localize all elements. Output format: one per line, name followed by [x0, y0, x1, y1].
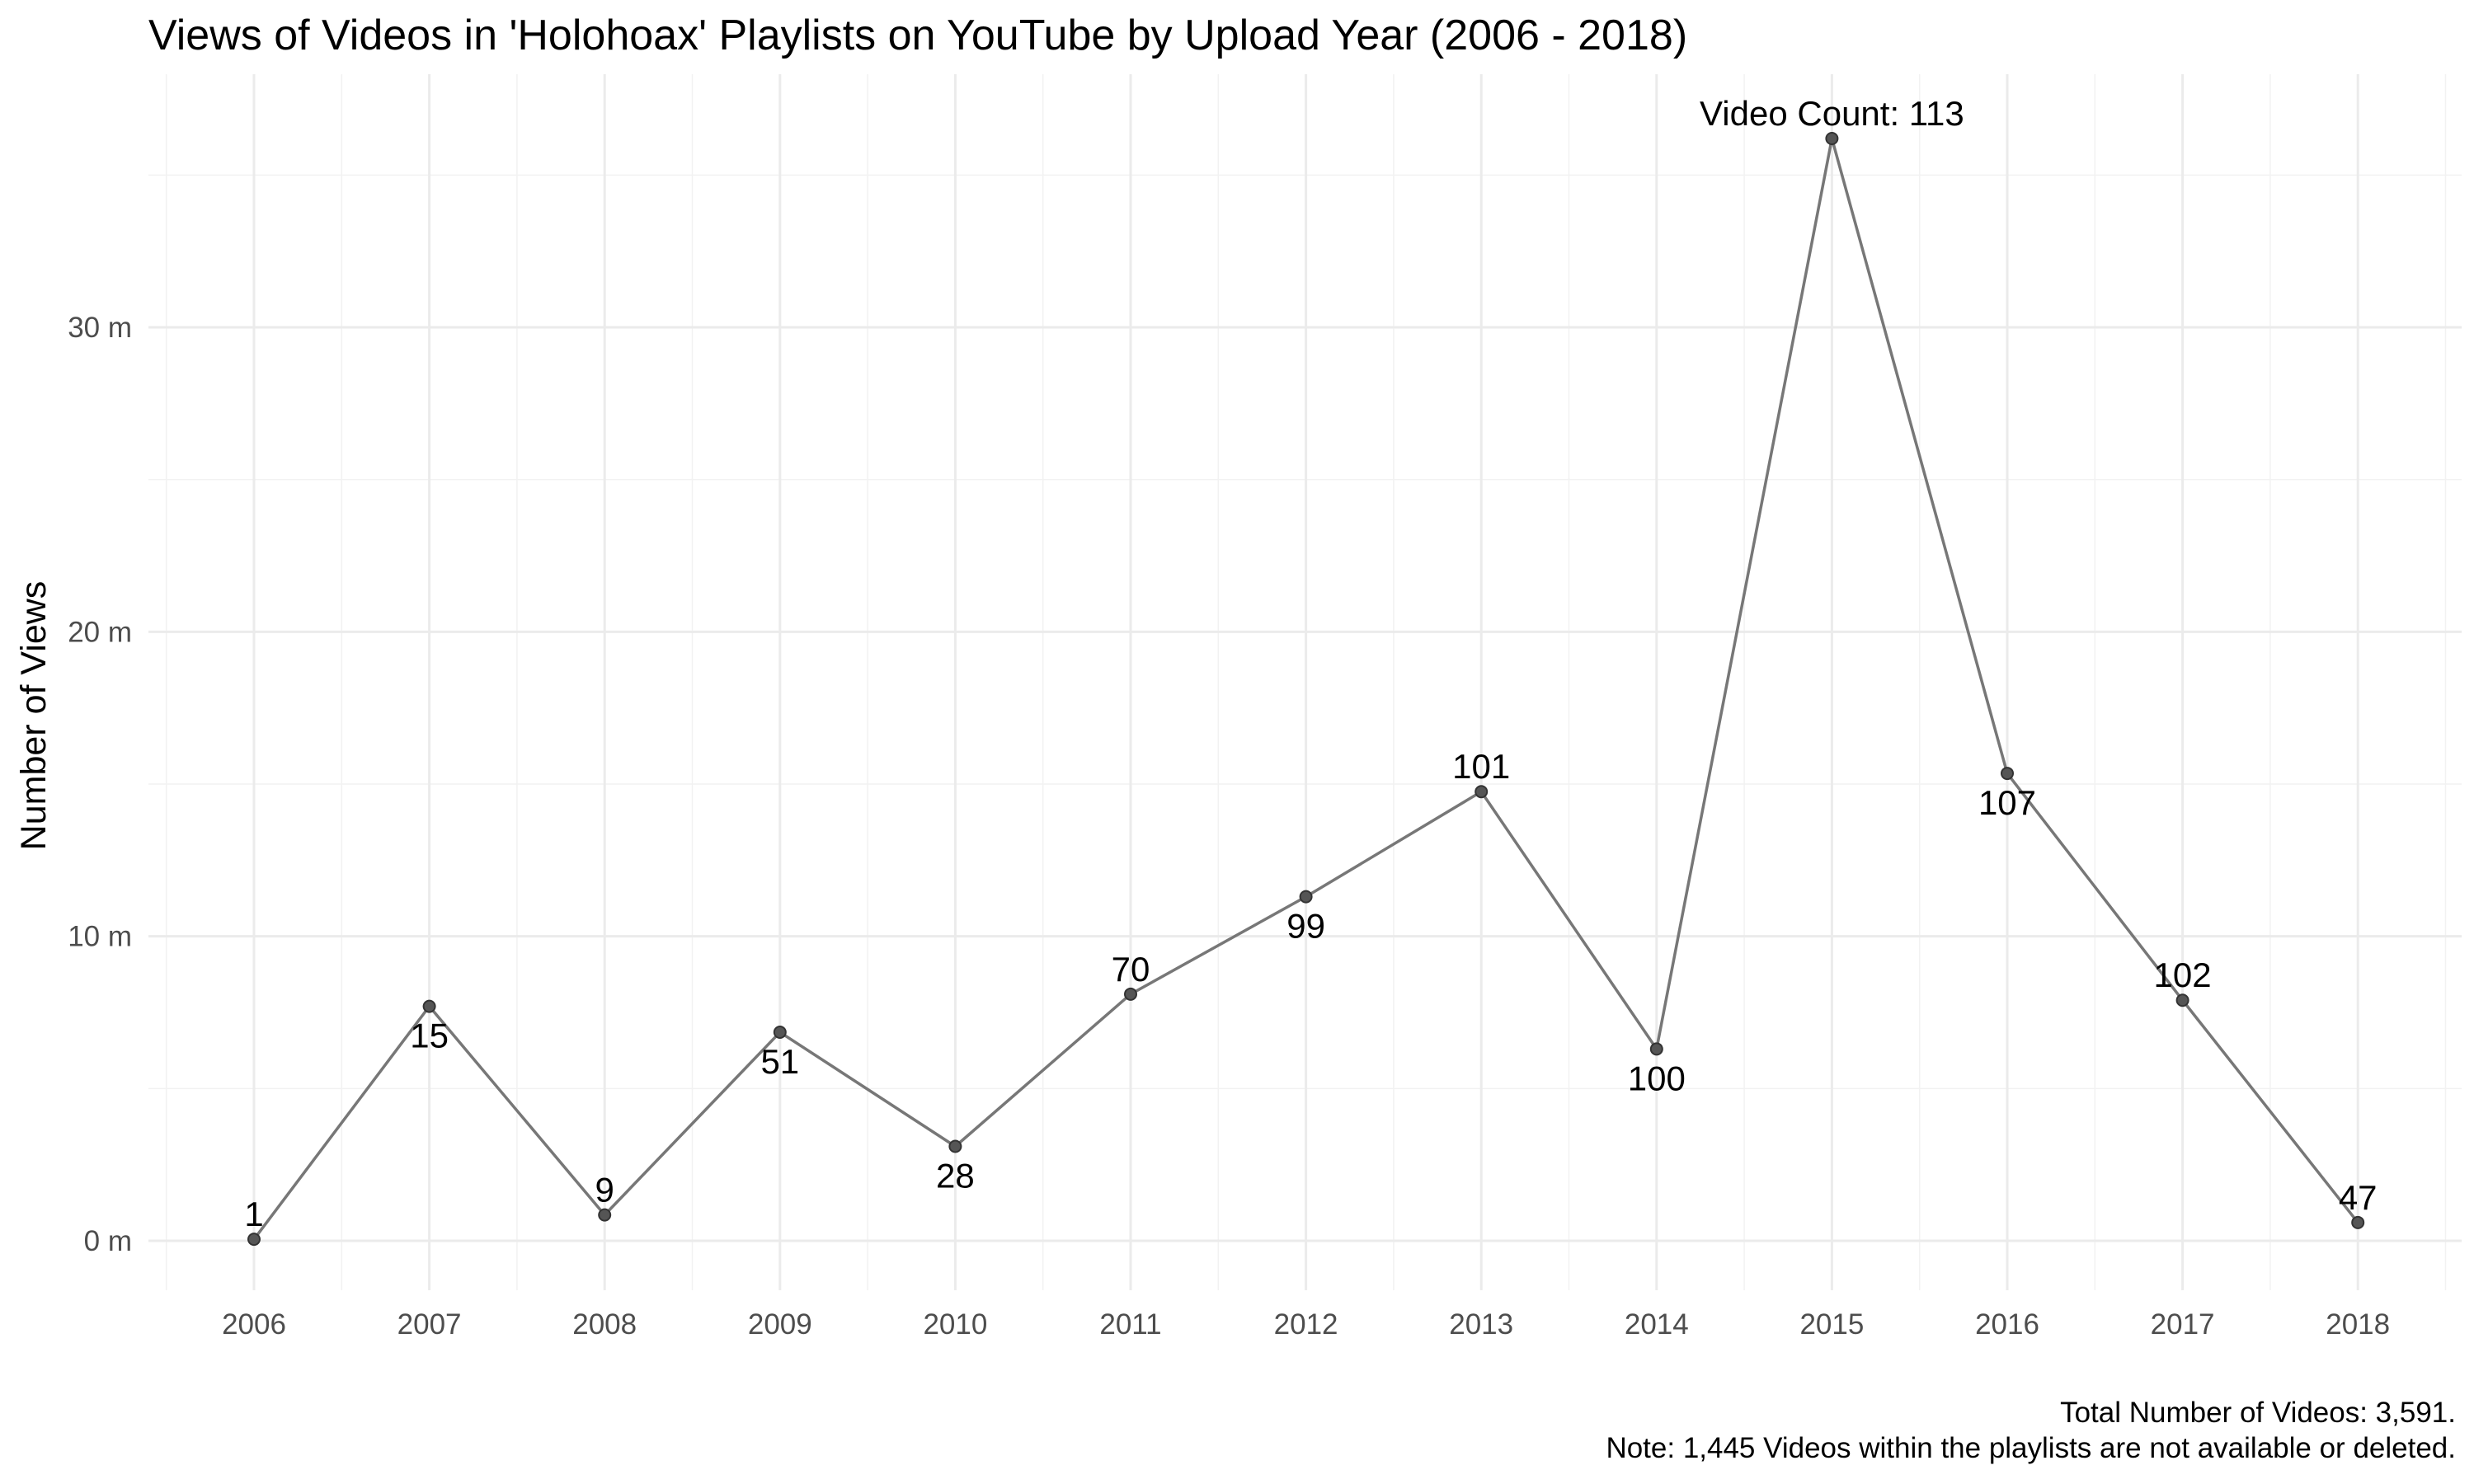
data-label: 102 — [2154, 956, 2212, 994]
grid — [148, 74, 2462, 1290]
x-tick-label: 2009 — [748, 1308, 812, 1341]
x-tick-label: 2007 — [397, 1308, 462, 1341]
data-label: 70 — [1112, 950, 1150, 989]
x-tick-label: 2018 — [2326, 1308, 2390, 1341]
x-tick-label: 2017 — [2151, 1308, 2215, 1341]
data-point — [1475, 785, 1489, 799]
data-point — [2001, 767, 2014, 781]
data-point — [948, 1139, 962, 1153]
data-point — [598, 1208, 612, 1222]
data-label: 107 — [1978, 783, 2036, 822]
x-tick-label: 2016 — [1975, 1308, 2039, 1341]
data-label: 99 — [1286, 907, 1325, 946]
chart-title: Views of Videos in 'Holohoax' Playlists … — [148, 12, 1687, 59]
y-tick-label: 0 m — [84, 1225, 132, 1257]
data-point — [773, 1026, 787, 1040]
data-label: 47 — [2339, 1178, 2378, 1217]
data-labels: 1 15 9 51 28 70 99 101 100 Video Count: 113 107 102… — [244, 94, 2377, 1233]
data-point — [1299, 890, 1313, 904]
data-label: 9 — [595, 1171, 614, 1209]
data-label: 51 — [760, 1042, 799, 1081]
x-tick-label: 2014 — [1625, 1308, 1689, 1341]
data-label: 28 — [936, 1157, 975, 1195]
x-axis: 2006 2007 2008 2009 2010 2011 2012 2013 2014 2015… — [222, 1308, 2390, 1341]
data-label: 101 — [1452, 747, 1510, 786]
data-label: 15 — [410, 1017, 449, 1055]
x-tick-label: 2015 — [1799, 1308, 1864, 1341]
data-label: 1 — [244, 1195, 263, 1233]
y-axis-label: Number of Views — [14, 581, 54, 851]
x-tick-label: 2013 — [1449, 1308, 1513, 1341]
data-label: Video Count: 113 — [1700, 94, 1964, 133]
y-tick-label: 10 m — [68, 921, 132, 953]
y-tick-label: 20 m — [68, 616, 132, 648]
caption-total: Total Number of Videos: 3,591. — [2060, 1397, 2456, 1429]
y-tick-label: 30 m — [68, 312, 132, 344]
data-point — [2175, 993, 2189, 1007]
data-point — [1649, 1042, 1663, 1056]
data-point — [1825, 132, 1839, 146]
series — [247, 132, 2365, 1247]
x-tick-label: 2012 — [1274, 1308, 1338, 1341]
x-tick-label: 2010 — [923, 1308, 987, 1341]
data-point — [422, 999, 436, 1013]
data-label: 100 — [1628, 1059, 1686, 1097]
data-point — [2351, 1215, 2365, 1229]
x-tick-label: 2008 — [572, 1308, 637, 1341]
data-point — [1124, 987, 1137, 1001]
x-tick-label: 2006 — [222, 1308, 286, 1341]
data-point — [247, 1233, 261, 1247]
y-axis: 0 m 10 m 20 m 30 m — [68, 312, 132, 1257]
caption-note: Note: 1,445 Videos within the playlists … — [1606, 1432, 2456, 1464]
x-tick-label: 2011 — [1099, 1308, 1161, 1341]
